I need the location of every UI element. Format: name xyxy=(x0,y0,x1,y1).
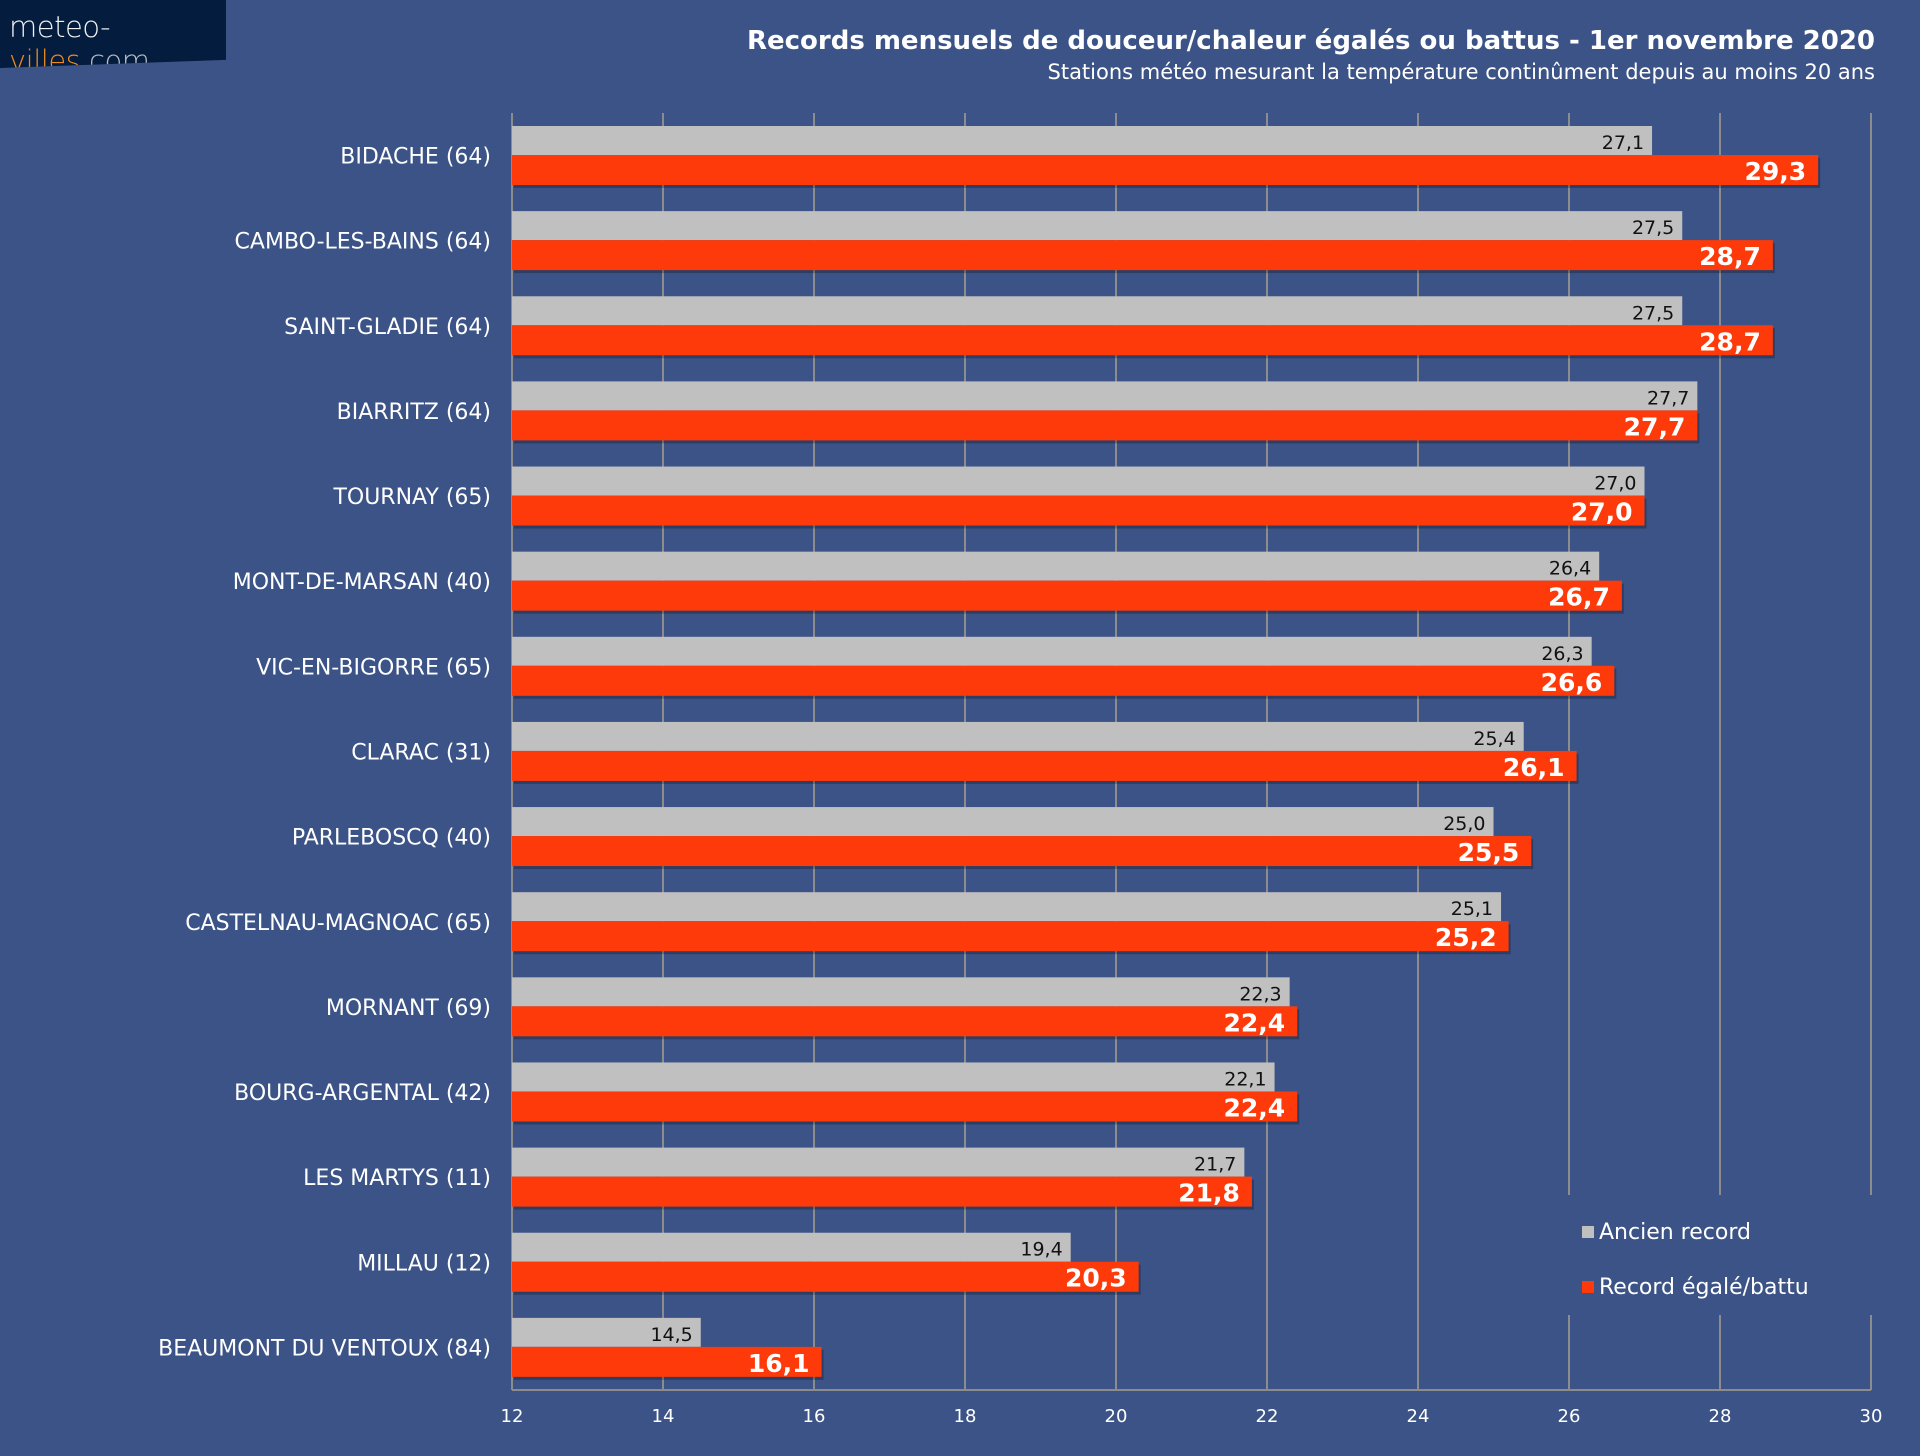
data-label-record: 26,6 xyxy=(1541,668,1603,697)
bar-record-egale-battu xyxy=(512,410,1698,441)
data-label-ancien: 22,1 xyxy=(1224,1068,1266,1090)
bar-ancien-record xyxy=(512,1232,1071,1262)
data-label-ancien: 27,5 xyxy=(1632,217,1674,239)
bar-ancien-record xyxy=(512,892,1502,922)
data-label-record: 25,2 xyxy=(1435,923,1497,952)
data-label-record: 27,0 xyxy=(1571,498,1633,527)
category-label: LES MARTYS (11) xyxy=(303,1166,491,1191)
data-label-ancien: 26,4 xyxy=(1549,558,1591,580)
bar-record-egale-battu xyxy=(512,1006,1298,1037)
x-tick-label: 28 xyxy=(1709,1406,1732,1427)
legend-label-ancien: Ancien record xyxy=(1599,1220,1751,1245)
data-label-record: 26,1 xyxy=(1503,753,1565,782)
bar-ancien-record xyxy=(512,211,1683,241)
legend-swatch-record xyxy=(1582,1281,1594,1293)
data-label-ancien: 14,5 xyxy=(650,1324,692,1346)
x-tick-label: 20 xyxy=(1105,1406,1128,1427)
x-tick-label: 22 xyxy=(1256,1406,1279,1427)
x-tick-label: 12 xyxy=(501,1406,524,1427)
logo-text: meteo- xyxy=(9,10,110,44)
data-label-ancien: 22,3 xyxy=(1239,983,1281,1005)
logo: meteo-villes.com xyxy=(0,0,226,68)
chart-title: Records mensuels de douceur/chaleur égal… xyxy=(746,26,1875,56)
bar-record-egale-battu xyxy=(512,495,1645,526)
category-label: SAINT-GLADIE (64) xyxy=(284,315,491,340)
bar-record-egale-battu xyxy=(512,1091,1298,1122)
logo-text: villes xyxy=(9,44,81,78)
bar-ancien-record xyxy=(512,1317,701,1347)
bar-record-egale-battu xyxy=(512,1176,1252,1207)
chart-subtitle: Stations météo mesurant la température c… xyxy=(1047,60,1876,84)
legend-background xyxy=(1564,1195,1920,1315)
data-label-ancien: 27,7 xyxy=(1647,387,1689,409)
bar-record-egale-battu xyxy=(512,1261,1139,1292)
x-tick-label: 18 xyxy=(954,1406,977,1427)
bar-ancien-record xyxy=(512,466,1645,496)
data-label-ancien: 21,7 xyxy=(1194,1154,1236,1176)
bar-ancien-record xyxy=(512,1147,1245,1177)
category-label: BEAUMONT DU VENTOUX (84) xyxy=(158,1336,491,1361)
bar-record-egale-battu xyxy=(512,155,1819,185)
bar-ancien-record xyxy=(512,977,1290,1007)
x-tick-label: 14 xyxy=(652,1406,675,1427)
bar-ancien-record xyxy=(512,1062,1275,1092)
data-label-record: 16,1 xyxy=(748,1349,810,1378)
bar-record-egale-battu xyxy=(512,921,1509,952)
category-label: CAMBO-LES-BAINS (64) xyxy=(235,230,491,255)
data-label-record: 28,7 xyxy=(1699,327,1761,356)
x-tick-label: 16 xyxy=(803,1406,826,1427)
bar-record-egale-battu xyxy=(512,1346,822,1377)
data-label-record: 22,4 xyxy=(1224,1008,1286,1037)
data-label-record: 25,5 xyxy=(1458,838,1520,867)
bar-record-egale-battu xyxy=(512,325,1773,356)
category-label: TOURNAY (65) xyxy=(332,485,491,510)
bar-ancien-record xyxy=(512,551,1600,581)
data-label-record: 20,3 xyxy=(1065,1264,1127,1293)
category-label: MONT-DE-MARSAN (40) xyxy=(233,570,491,595)
bar-ancien-record xyxy=(512,296,1683,326)
category-label: MORNANT (69) xyxy=(326,996,491,1021)
data-label-ancien: 25,1 xyxy=(1451,898,1493,920)
bar-ancien-record xyxy=(512,381,1698,411)
category-label: PARLEBOSCQ (40) xyxy=(292,826,491,851)
x-tick-label: 30 xyxy=(1860,1406,1883,1427)
category-label: BOURG-ARGENTAL (42) xyxy=(234,1081,491,1106)
data-label-record: 26,7 xyxy=(1548,583,1610,612)
bar-record-egale-battu xyxy=(512,580,1622,611)
data-label-record: 27,7 xyxy=(1624,412,1686,441)
legend-label-record: Record égalé/battu xyxy=(1599,1275,1809,1300)
bar-record-egale-battu xyxy=(512,665,1615,696)
bar-record-egale-battu xyxy=(512,836,1532,867)
bar-ancien-record xyxy=(512,636,1592,666)
data-label-ancien: 25,4 xyxy=(1473,728,1515,750)
data-label-ancien: 27,0 xyxy=(1594,473,1636,495)
data-label-record: 22,4 xyxy=(1224,1093,1286,1122)
bar-ancien-record xyxy=(512,126,1653,155)
data-label-ancien: 25,0 xyxy=(1443,813,1485,835)
data-label-record: 29,3 xyxy=(1744,157,1806,186)
category-label: VIC-EN-BIGORRE (65) xyxy=(256,655,491,680)
data-label-record: 28,7 xyxy=(1699,242,1761,271)
bar-record-egale-battu xyxy=(512,750,1577,781)
bar-record-egale-battu xyxy=(512,240,1773,271)
category-label: CLARAC (31) xyxy=(351,741,491,766)
bar-ancien-record xyxy=(512,807,1494,837)
category-label: BIDACHE (64) xyxy=(340,145,491,170)
data-label-record: 21,8 xyxy=(1178,1179,1240,1208)
data-label-ancien: 19,4 xyxy=(1020,1239,1062,1261)
bar-ancien-record xyxy=(512,721,1524,751)
data-label-ancien: 26,3 xyxy=(1541,643,1583,665)
legend-swatch-ancien xyxy=(1582,1226,1594,1238)
data-label-ancien: 27,1 xyxy=(1602,132,1644,154)
category-label: CASTELNAU-MAGNOAC (65) xyxy=(185,911,491,936)
category-label: MILLAU (12) xyxy=(357,1251,491,1276)
x-tick-label: 24 xyxy=(1407,1406,1430,1427)
x-tick-label: 26 xyxy=(1558,1406,1581,1427)
data-label-ancien: 27,5 xyxy=(1632,302,1674,324)
category-label: BIARRITZ (64) xyxy=(337,400,491,425)
